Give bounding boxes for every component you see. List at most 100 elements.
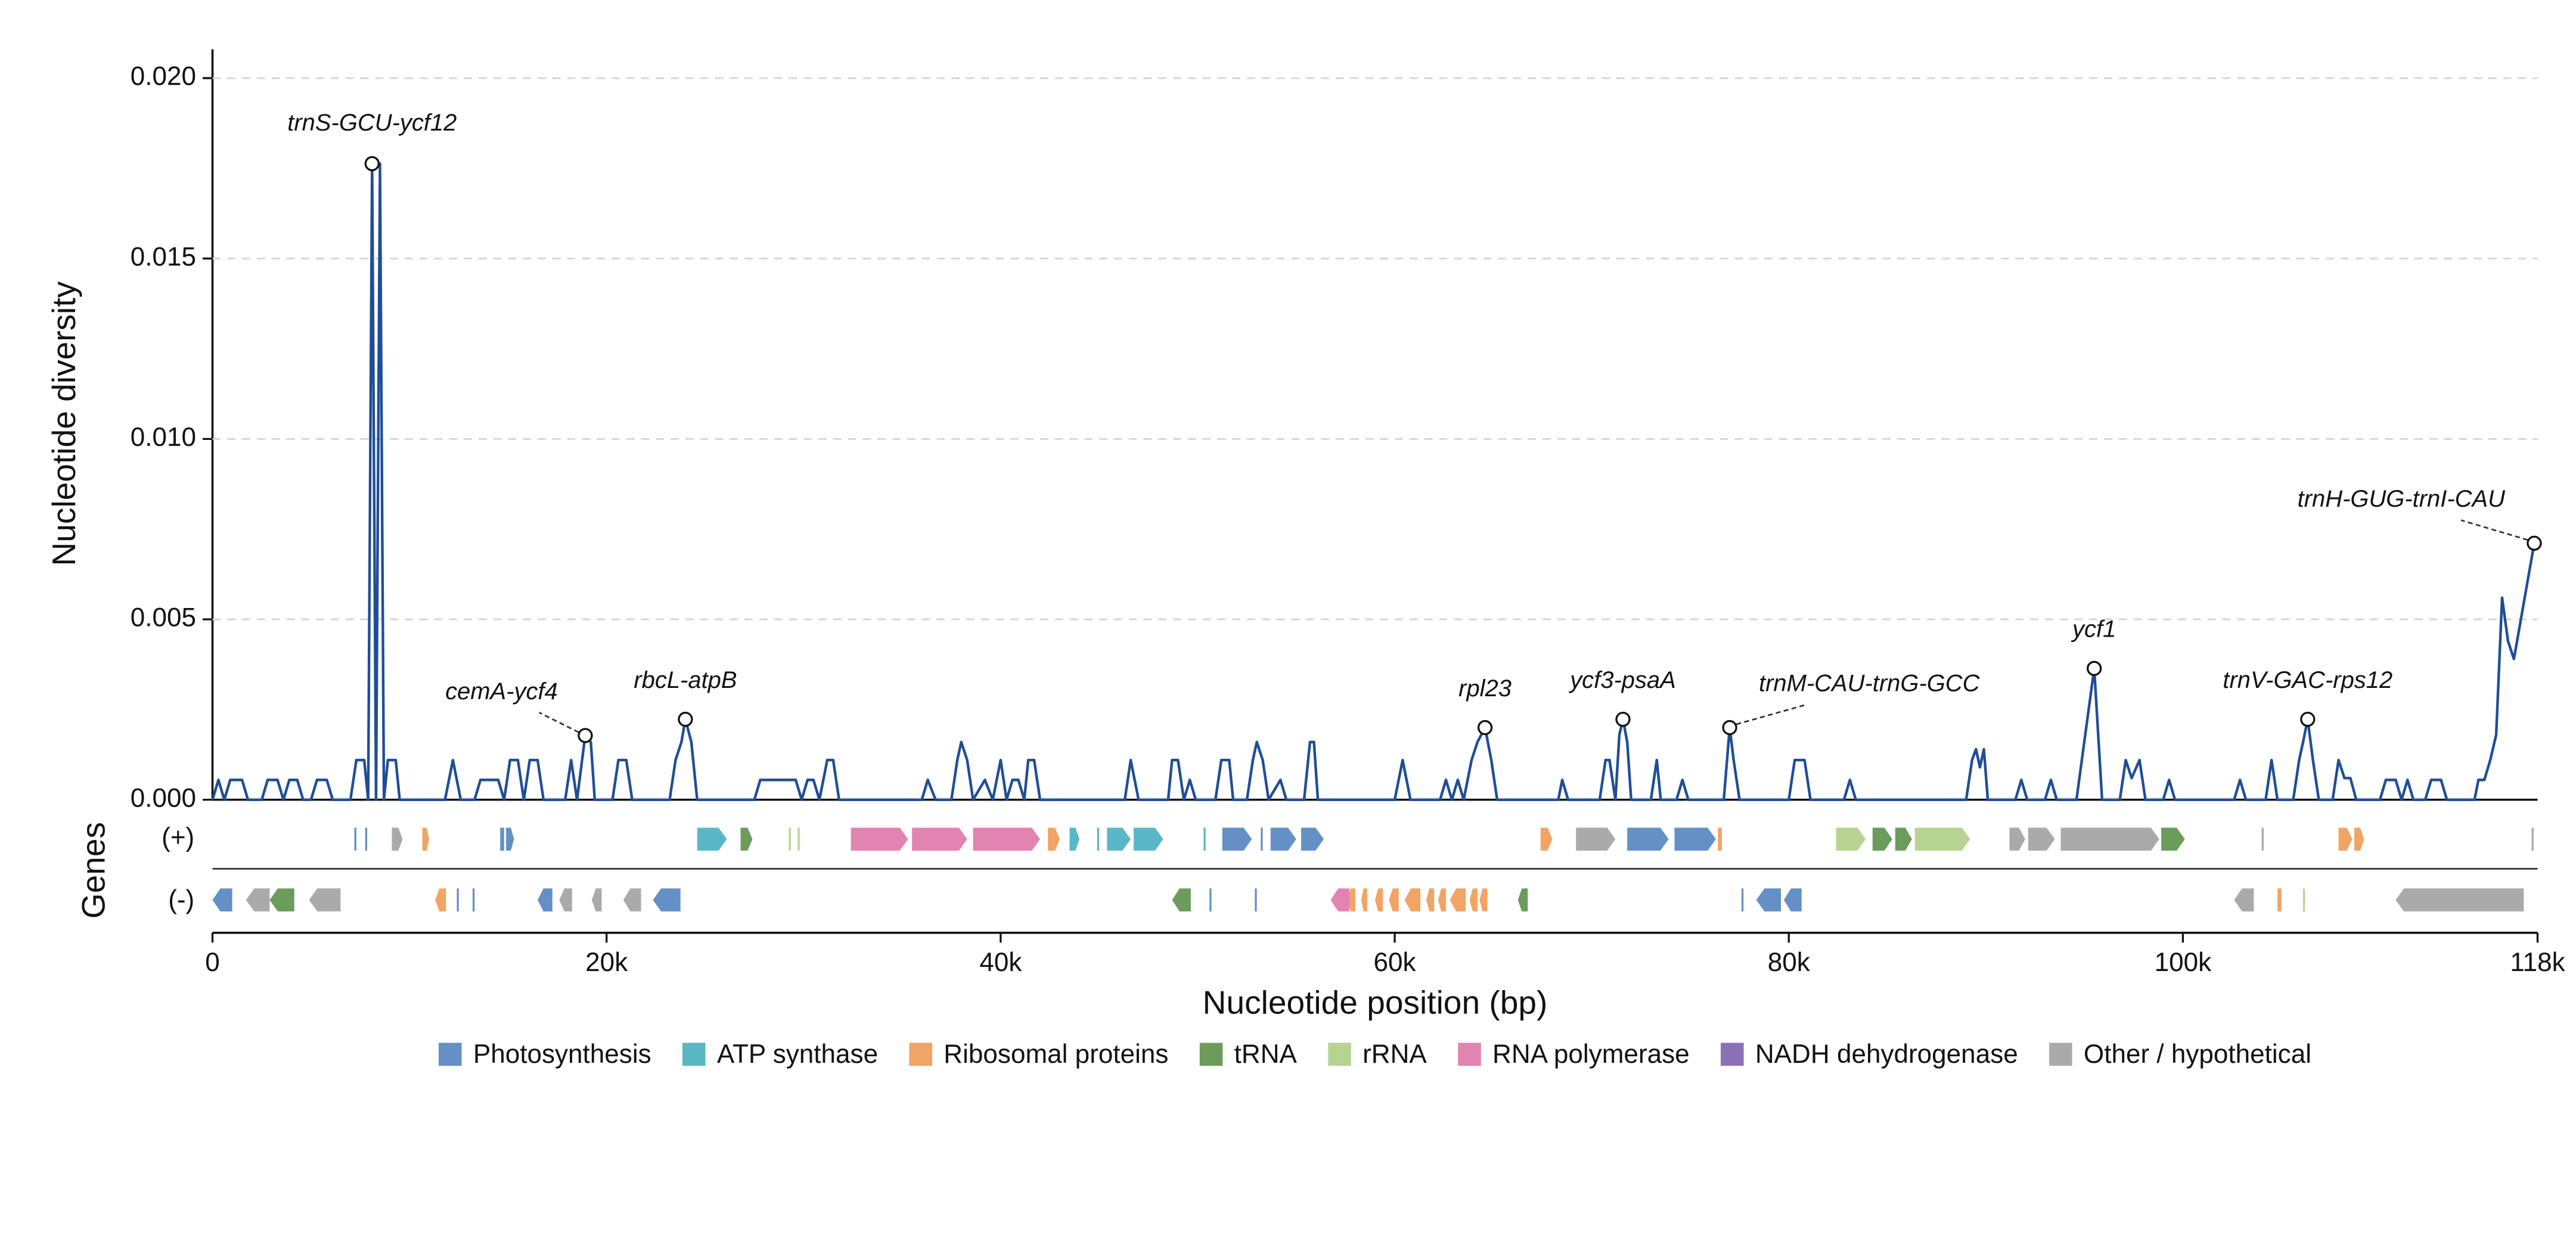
legend-item: NADH dehydrogenase: [1720, 1040, 2018, 1069]
legend-label: Other / hypothetical: [2084, 1040, 2311, 1069]
gene: [2028, 827, 2055, 851]
peak-marker: [578, 728, 593, 743]
legend-swatch: [2049, 1043, 2072, 1066]
gene: [2395, 888, 2524, 911]
gene: [506, 827, 514, 851]
gene: [973, 827, 1041, 851]
legend-item: Photosynthesis: [438, 1040, 651, 1069]
x-tick-label: 60k: [1374, 948, 1417, 977]
gene: [1069, 827, 1080, 851]
gene: [1107, 827, 1131, 851]
gene: [797, 827, 800, 851]
gene: [2161, 827, 2185, 851]
legend-item: tRNA: [1199, 1040, 1298, 1069]
gene: [1718, 827, 1722, 851]
peak-marker: [2527, 535, 2542, 551]
legend-label: Photosynthesis: [473, 1040, 651, 1069]
legend-label: Ribosomal proteins: [944, 1040, 1168, 1069]
gene: [1479, 888, 1488, 911]
y-tick-label: 0.020: [131, 62, 196, 91]
gene: [1301, 827, 1324, 851]
legend-item: Ribosomal proteins: [909, 1040, 1168, 1069]
gene: [1576, 827, 1616, 851]
y-tick-label: 0.015: [131, 242, 196, 271]
gene: [1404, 888, 1421, 911]
y-axis-label: Nucleotide diversity: [45, 281, 82, 566]
legend: Photosynthesis ATP synthase Ribosomal prot…: [438, 1040, 2311, 1069]
x-tick-label: 118k: [2510, 948, 2565, 977]
peak-label: cemA-ycf4: [445, 678, 558, 705]
gene: [269, 888, 294, 911]
legend-swatch: [1199, 1043, 1223, 1066]
gene: [246, 888, 270, 911]
gene: [1627, 827, 1669, 851]
gene: [1330, 888, 1350, 911]
gene: [1209, 888, 1212, 911]
gene: [851, 827, 908, 851]
peak-marker: [678, 711, 693, 727]
legend-item: RNA polymerase: [1458, 1040, 1690, 1069]
gene: [1426, 888, 1435, 911]
legend-item: ATP synthase: [682, 1040, 878, 1069]
gene: [912, 827, 967, 851]
peak-label: trnH-GUG-trnI-CAU: [2298, 486, 2506, 512]
gene: [1203, 827, 1206, 851]
gene: [2261, 827, 2264, 851]
gene: [1756, 888, 1782, 911]
gene: [435, 888, 446, 911]
gene: [1261, 827, 1263, 851]
gene: [1872, 827, 1892, 851]
gene: [1438, 888, 1447, 911]
peak-marker: [1615, 711, 1631, 727]
gene: [1270, 827, 1296, 851]
gene: [1222, 827, 1252, 851]
peak-label: trnS-GCU-ycf12: [287, 110, 457, 136]
gene: [212, 888, 232, 911]
legend-swatch: [438, 1043, 462, 1066]
gene: [392, 827, 403, 851]
gene: [2277, 888, 2282, 911]
gene: [2338, 827, 2352, 851]
peak-marker: [1722, 719, 1737, 736]
gene: [1469, 888, 1478, 911]
gene: [309, 888, 341, 911]
legend-swatch: [682, 1043, 706, 1066]
legend-label: ATP synthase: [717, 1040, 878, 1069]
gene: [1836, 827, 1866, 851]
legend-item: rRNA: [1328, 1040, 1427, 1069]
gene: [1375, 888, 1383, 911]
legend-swatch: [1720, 1043, 1744, 1066]
legend-swatch: [1328, 1043, 1351, 1066]
peak-marker: [2300, 711, 2316, 727]
legend-label: RNA polymerase: [1492, 1040, 1690, 1069]
gene: [2009, 827, 2025, 851]
gene: [1741, 888, 1744, 911]
leader-line: [539, 712, 579, 733]
gene: [1540, 827, 1553, 851]
gene: [1389, 888, 1399, 911]
gene: [2303, 888, 2305, 911]
gene: [623, 888, 641, 911]
genes-label: Genes: [75, 822, 111, 919]
minus-strand-label: (-): [168, 885, 194, 914]
x-tick-label: 40k: [979, 948, 1022, 977]
gene: [1914, 827, 1970, 851]
y-tick-label: 0.010: [131, 423, 196, 452]
gene: [1450, 888, 1466, 911]
gene: [2060, 827, 2159, 851]
gene: [538, 888, 553, 911]
legend-label: NADH dehydrogenase: [1755, 1040, 2018, 1069]
gene: [1361, 888, 1367, 911]
gene: [1255, 888, 1257, 911]
legend-item: Other / hypothetical: [2049, 1040, 2311, 1069]
peak-label: rbcL-atpB: [634, 667, 737, 693]
gene: [365, 827, 368, 851]
legend-label: rRNA: [1363, 1040, 1427, 1069]
gene: [2531, 827, 2534, 851]
gene: [2354, 827, 2364, 851]
x-tick-label: 80k: [1768, 948, 1811, 977]
peak-label: trnV-GAC-rps12: [2223, 667, 2392, 693]
gene: [1048, 827, 1060, 851]
gene: [472, 888, 475, 911]
